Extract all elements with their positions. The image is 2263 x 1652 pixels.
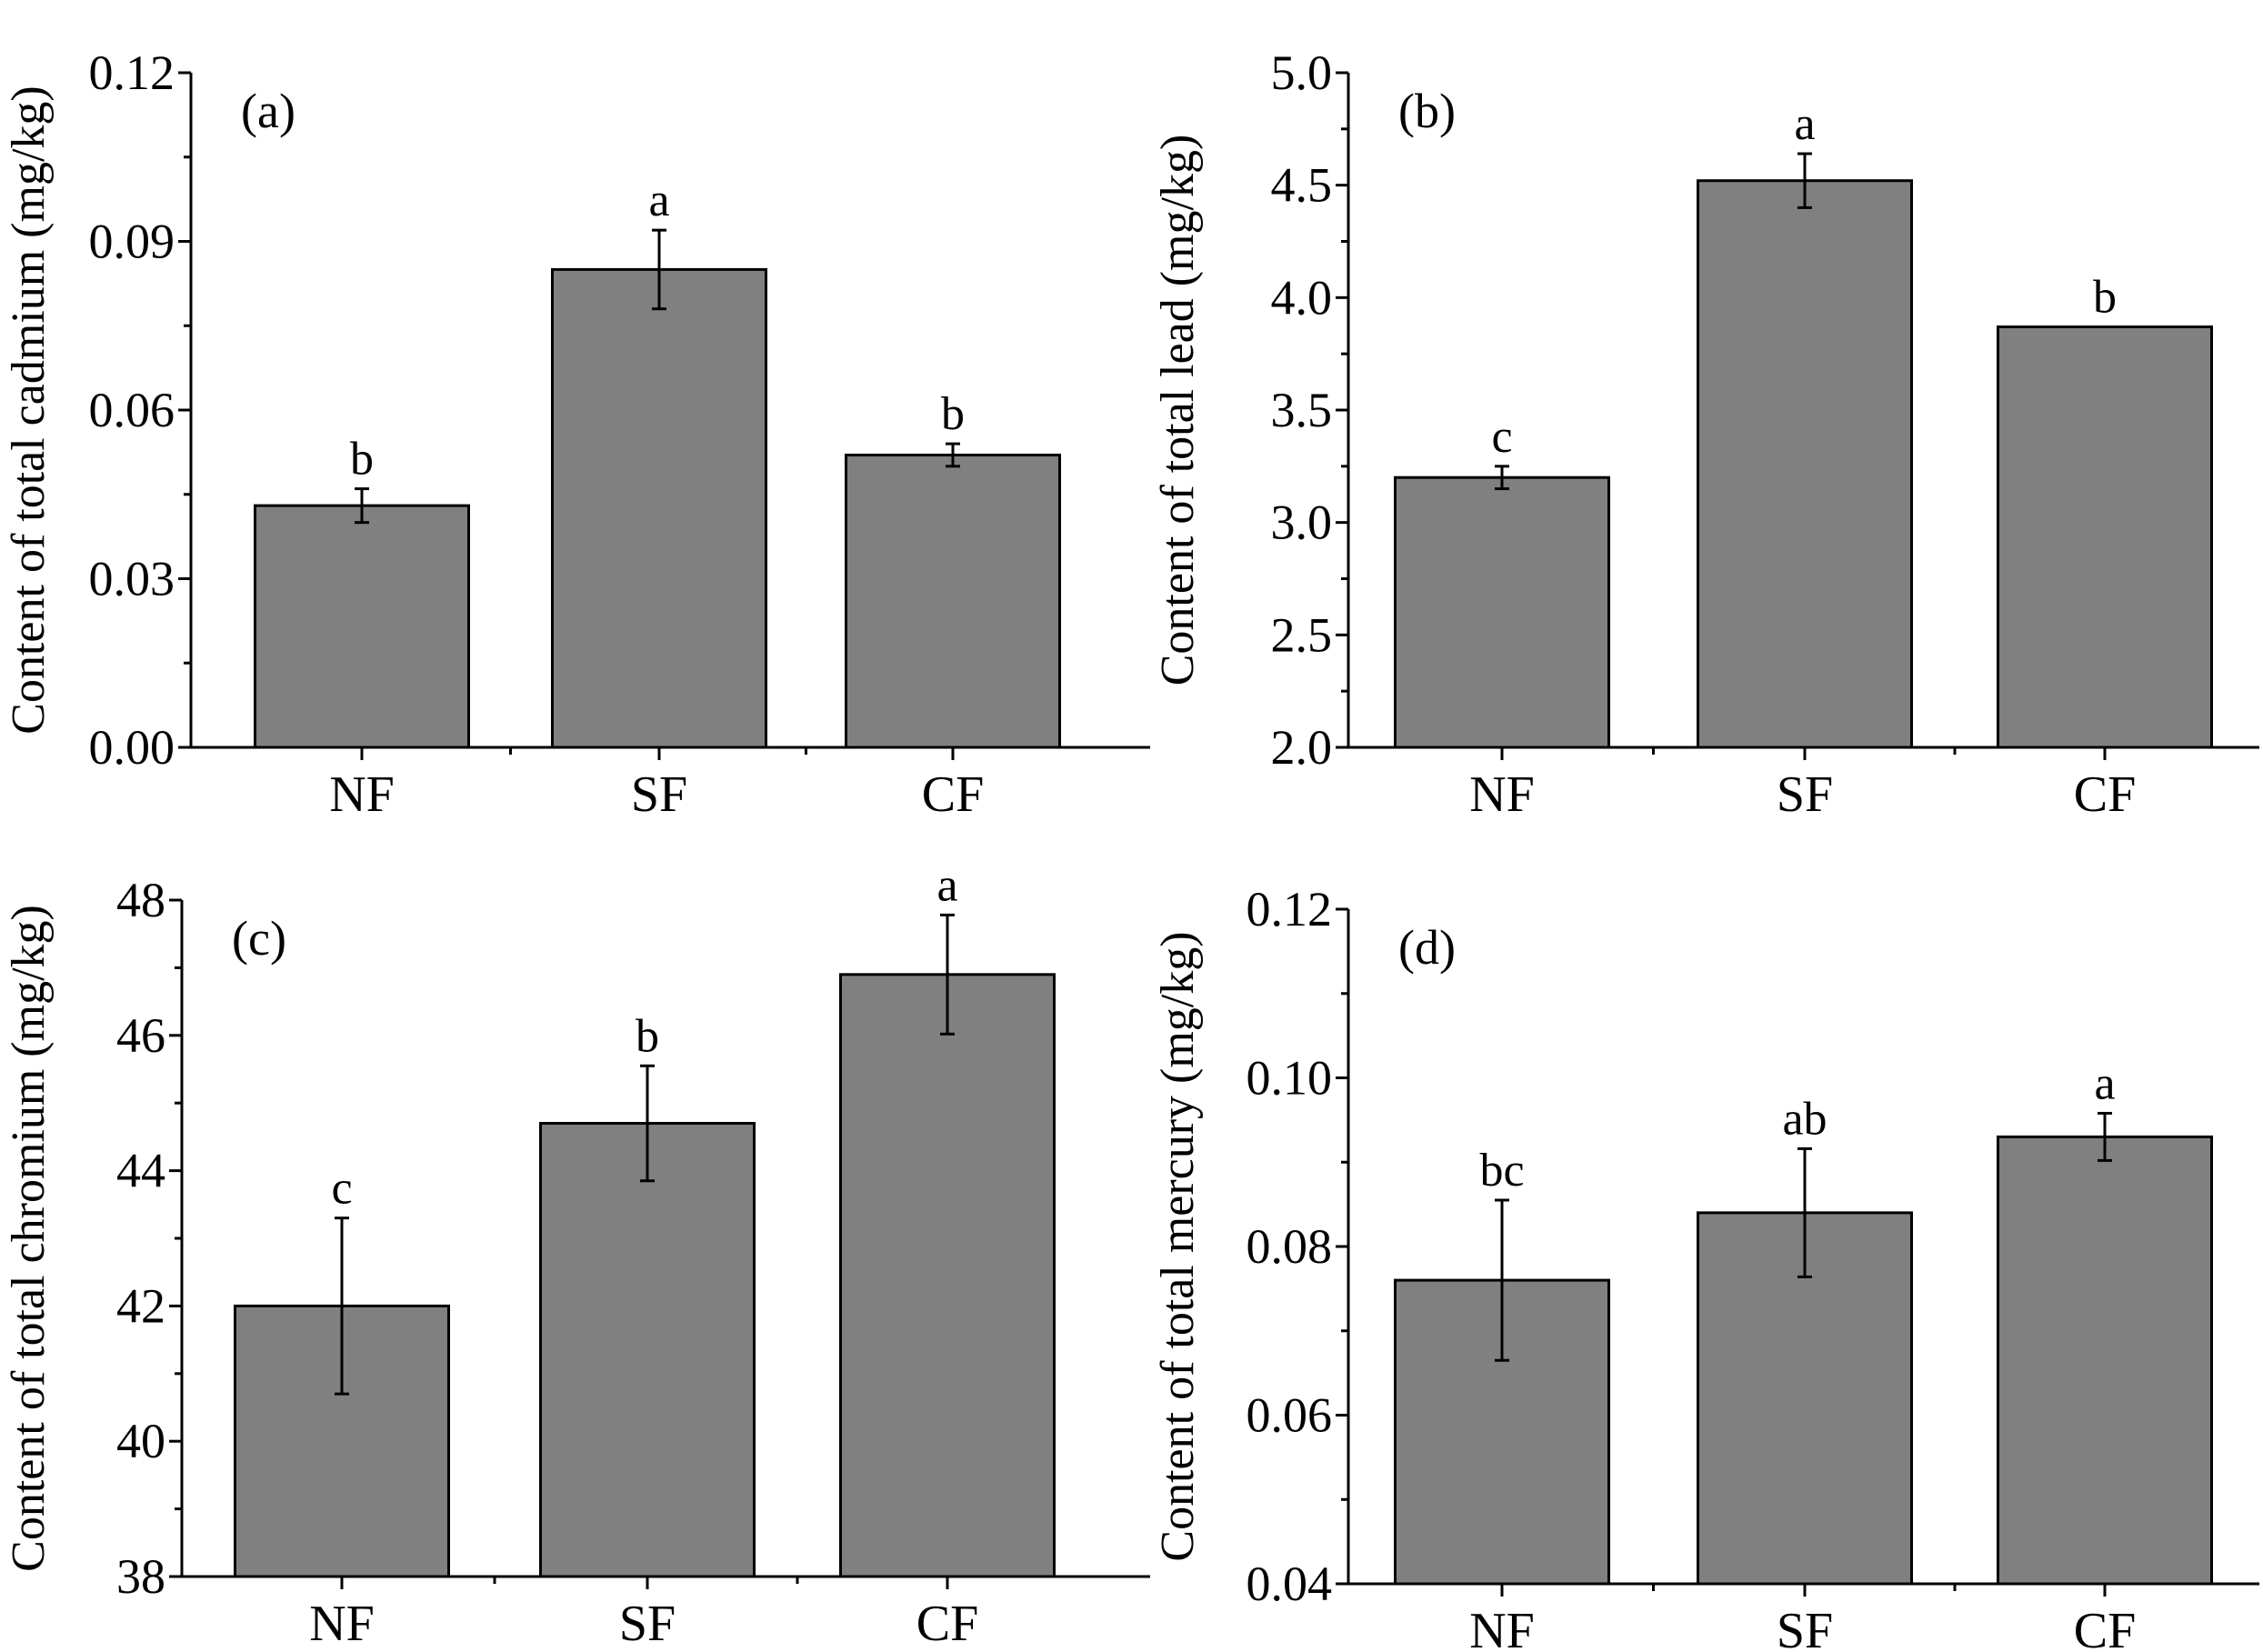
significance-label: a bbox=[936, 859, 957, 911]
y-tick-label: 46 bbox=[116, 1008, 165, 1063]
chart-panel-1: b a b 0.00 0.03 0.06 0.09 0.12 NF SF CF (a) Content … bbox=[3, 45, 1150, 823]
y-tick-label: 0.03 bbox=[89, 552, 175, 606]
chart-panel-2: c a b 2.0 2.5 3.0 3.5 4.0 4.5 5.0 NF SF CF (b) Content… bbox=[1152, 45, 2259, 823]
y-tick-label: 0.12 bbox=[89, 45, 175, 100]
x-tick-label: NF bbox=[1469, 1603, 1535, 1652]
x-tick-label: SF bbox=[1777, 766, 1833, 823]
y-tick-label: 0.00 bbox=[89, 720, 175, 775]
significance-label: b bbox=[350, 434, 374, 486]
error-bar-sf bbox=[1797, 152, 1812, 209]
x-tick-label: NF bbox=[309, 1596, 375, 1652]
y-axis-title: Content of total mercury (mg/kg) bbox=[1152, 931, 1204, 1561]
bar-nf bbox=[1394, 476, 1610, 749]
y-axis-title: Content of total lead (mg/kg) bbox=[1152, 135, 1204, 686]
significance-label: b bbox=[636, 1010, 659, 1062]
error-bar-nf bbox=[355, 487, 369, 525]
x-tick-label: NF bbox=[329, 766, 395, 823]
x-tick-label: SF bbox=[619, 1596, 676, 1652]
bar-cf bbox=[1997, 1135, 2213, 1586]
error-bar-sf bbox=[1797, 1146, 1812, 1278]
bar-cf bbox=[845, 453, 1061, 749]
significance-label: b bbox=[941, 388, 965, 440]
bar-sf bbox=[1697, 179, 1913, 749]
error-bar-sf bbox=[652, 228, 666, 311]
significance-label: c bbox=[331, 1163, 352, 1215]
significance-label: b bbox=[2093, 271, 2117, 323]
bar-sf bbox=[551, 267, 767, 749]
error-bar-nf bbox=[1495, 1198, 1509, 1362]
error-bar-nf bbox=[335, 1216, 349, 1396]
chart-panel-3: c b a 38 40 42 44 46 48 NF SF CF (c) Content of total… bbox=[3, 859, 1150, 1652]
error-bar-cf bbox=[2098, 1111, 2112, 1162]
bar-cf bbox=[839, 973, 1056, 1578]
y-tick-label: 0.09 bbox=[89, 215, 175, 269]
y-axis-title: Content of total chromium (mg/kg) bbox=[3, 905, 55, 1572]
x-tick-label: CF bbox=[2074, 766, 2137, 823]
significance-label: a bbox=[2094, 1057, 2115, 1109]
y-tick-label: 0.10 bbox=[1247, 1051, 1333, 1106]
y-tick-label: 3.5 bbox=[1271, 383, 1333, 437]
y-tick-label: 2.0 bbox=[1271, 720, 1333, 775]
panel-label: (a) bbox=[241, 84, 295, 138]
y-tick-label: 4.5 bbox=[1271, 158, 1333, 213]
panel-label: (c) bbox=[232, 911, 286, 966]
panel-label: (b) bbox=[1398, 84, 1456, 138]
x-tick-label: CF bbox=[2074, 1603, 2137, 1652]
error-bar-cf bbox=[946, 442, 960, 468]
error-bar-sf bbox=[640, 1064, 655, 1183]
y-tick-label: 3.0 bbox=[1271, 496, 1333, 550]
y-tick-label: 0.06 bbox=[1247, 1388, 1333, 1443]
y-tick-label: 0.08 bbox=[1247, 1219, 1333, 1274]
y-tick-label: 42 bbox=[116, 1278, 165, 1333]
y-tick-label: 40 bbox=[116, 1414, 165, 1468]
bar-sf bbox=[539, 1122, 756, 1578]
y-tick-label: 2.5 bbox=[1271, 607, 1333, 662]
panel-label: (d) bbox=[1398, 920, 1456, 975]
error-bar-cf bbox=[940, 913, 955, 1036]
y-tick-label: 38 bbox=[116, 1549, 165, 1604]
significance-label: a bbox=[648, 175, 669, 226]
y-tick-label: 44 bbox=[116, 1144, 165, 1198]
significance-label: bc bbox=[1479, 1145, 1524, 1196]
y-axis-title: Content of total cadmium (mg/kg) bbox=[3, 85, 55, 734]
y-tick-label: 0.04 bbox=[1247, 1557, 1333, 1611]
y-tick-label: 0.12 bbox=[1247, 882, 1333, 936]
error-bar-nf bbox=[1495, 465, 1509, 491]
significance-label: c bbox=[1491, 411, 1512, 463]
y-tick-label: 48 bbox=[116, 873, 165, 927]
x-tick-label: CF bbox=[916, 1596, 979, 1652]
x-tick-label: CF bbox=[922, 766, 985, 823]
y-tick-label: 5.0 bbox=[1271, 45, 1333, 100]
bar-nf bbox=[254, 504, 470, 749]
y-tick-label: 0.06 bbox=[89, 383, 175, 437]
significance-label: a bbox=[1794, 98, 1815, 150]
bar-cf bbox=[1997, 325, 2213, 749]
x-tick-label: NF bbox=[1469, 766, 1535, 823]
chart-panel-4: bc ab a 0.04 0.06 0.08 0.10 0.12 NF SF CF (d) Conten… bbox=[1152, 882, 2259, 1652]
y-tick-label: 4.0 bbox=[1271, 270, 1333, 325]
x-tick-label: SF bbox=[1777, 1603, 1833, 1652]
significance-label: ab bbox=[1782, 1093, 1827, 1145]
x-tick-label: SF bbox=[631, 766, 687, 823]
